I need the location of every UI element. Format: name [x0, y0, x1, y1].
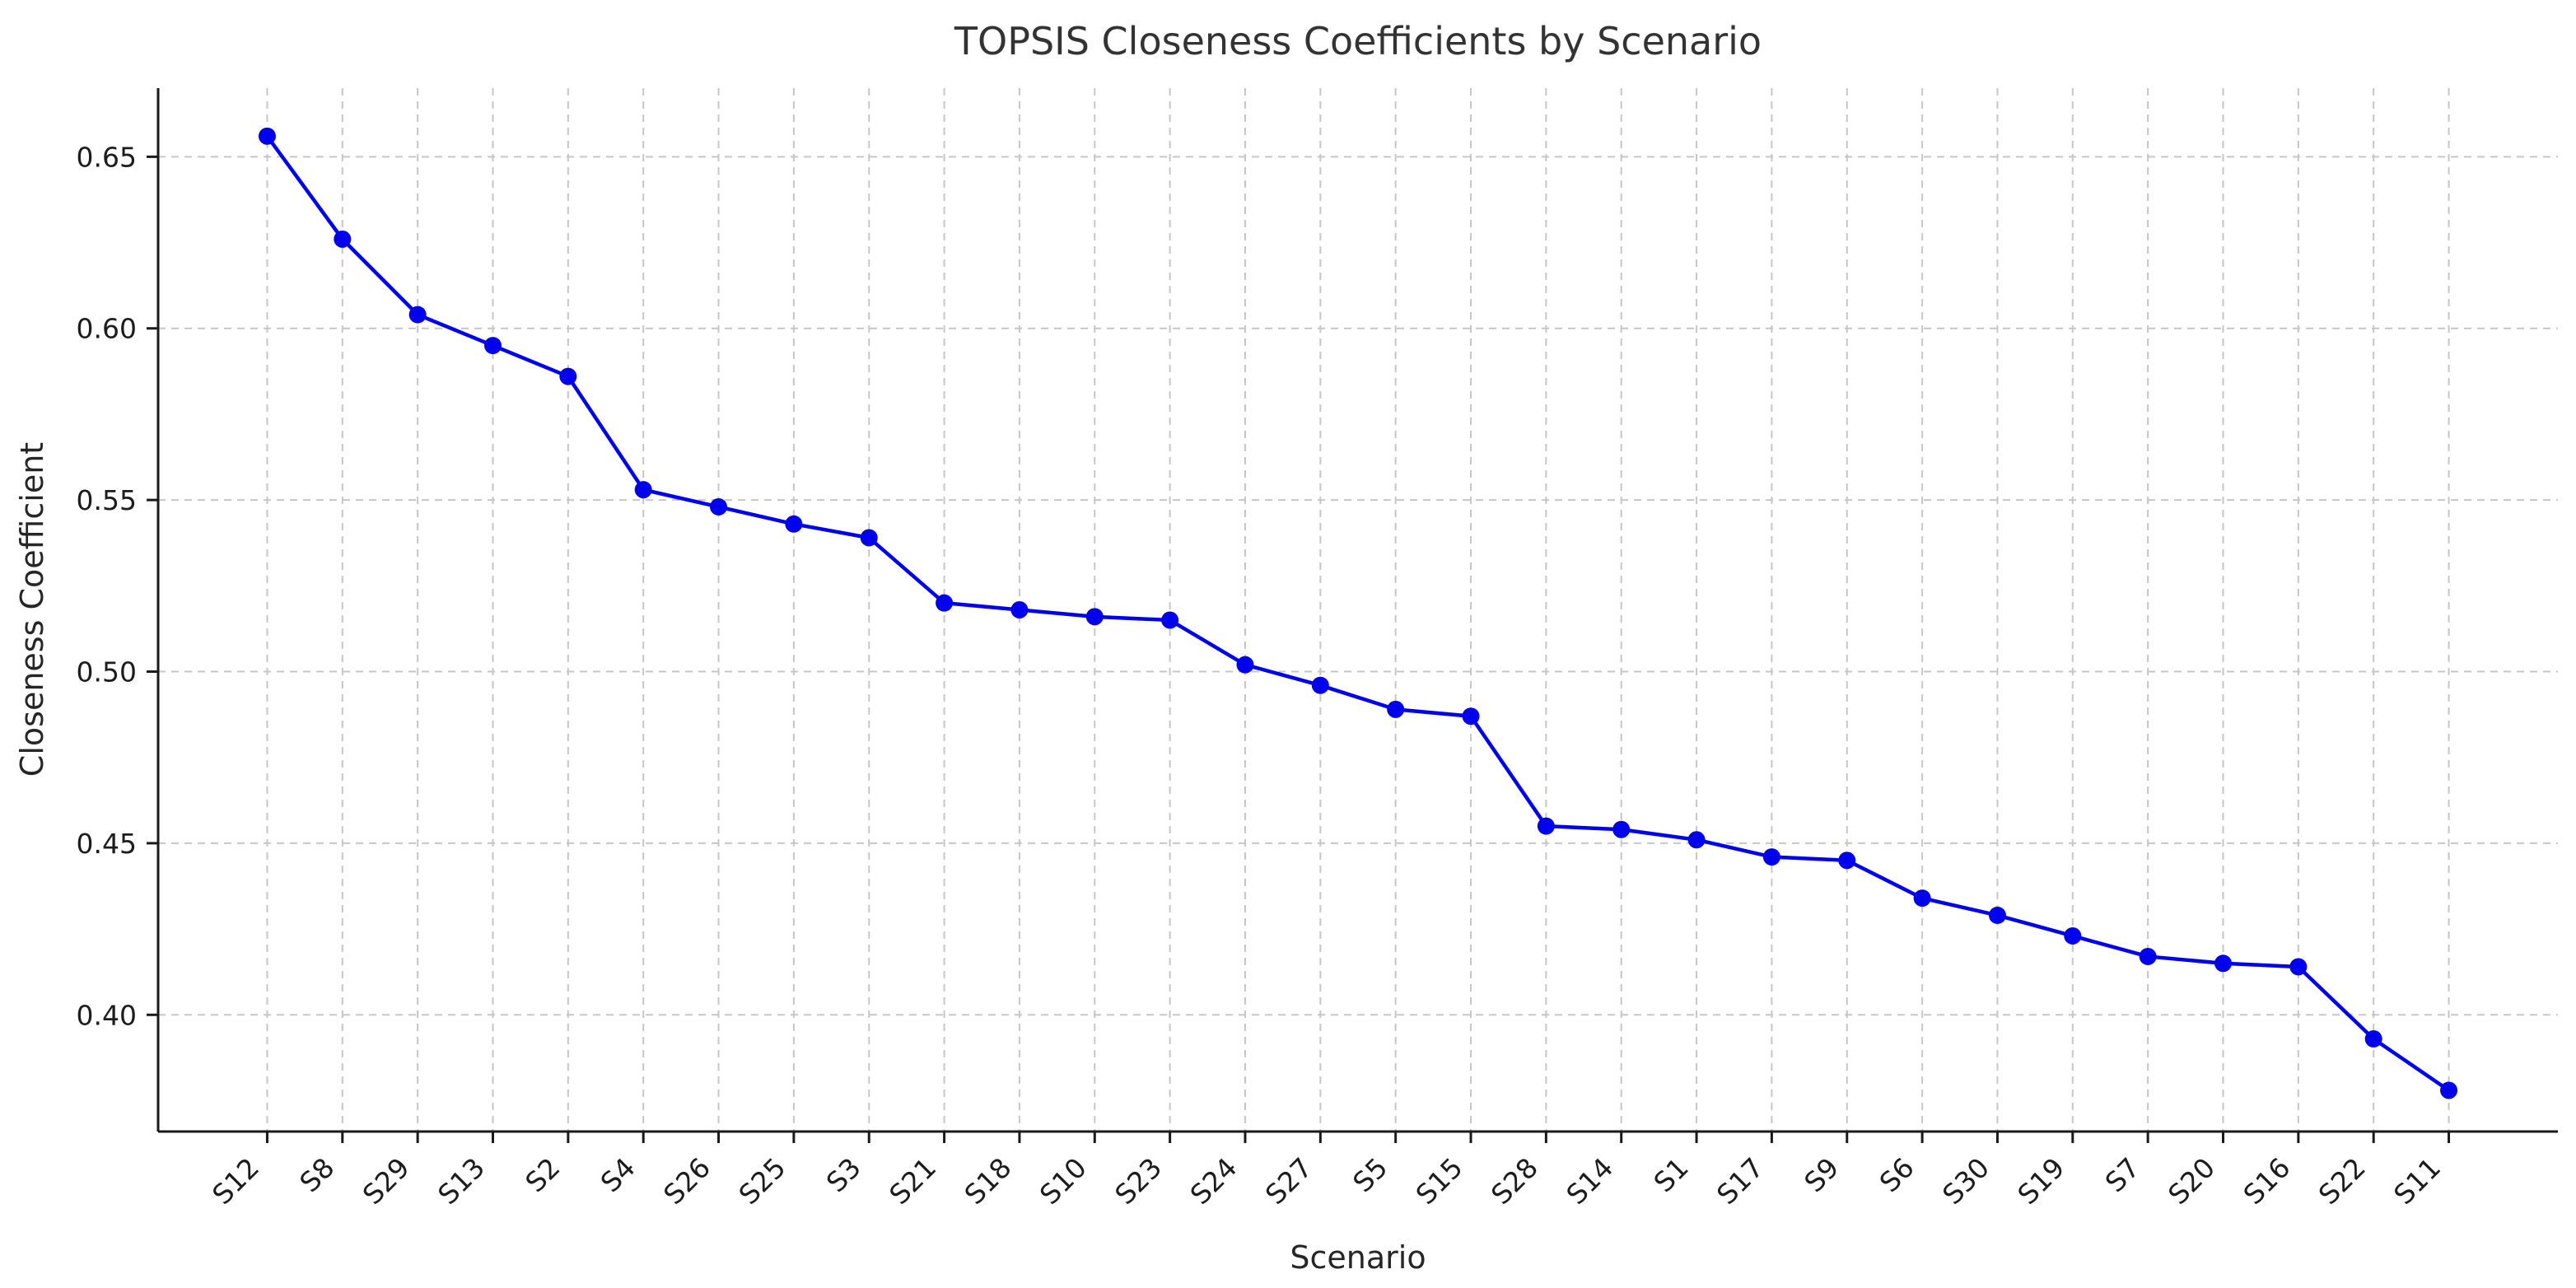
x-tick-label-S6: S6: [1874, 1151, 1920, 1198]
x-tick-label-S21: S21: [883, 1151, 942, 1211]
data-point-S5: [1387, 700, 1405, 718]
x-tick-label-S9: S9: [1798, 1151, 1845, 1198]
data-series: [258, 127, 2458, 1099]
data-point-S27: [1311, 676, 1329, 694]
data-point-S16: [2289, 958, 2308, 976]
x-tick-label-S20: S20: [2162, 1151, 2221, 1211]
x-tick-label-S17: S17: [1710, 1151, 1770, 1211]
data-point-S17: [1762, 848, 1780, 866]
closeness-coefficient-line: [265, 134, 2451, 1093]
x-tick-label-S11: S11: [2387, 1151, 2447, 1211]
data-point-S7: [2139, 947, 2157, 965]
data-point-S25: [785, 515, 803, 533]
x-tick-label-S12: S12: [206, 1151, 265, 1211]
data-point-S11: [2440, 1081, 2458, 1099]
x-tick-label-S14: S14: [1560, 1151, 1619, 1211]
y-tick-label-0.55: 0.55: [77, 484, 137, 516]
y-axis-label: Closeness Coefficient: [14, 442, 50, 777]
axes: [147, 88, 2558, 1143]
data-point-S29: [408, 306, 427, 324]
y-tick-label-0.60: 0.60: [77, 313, 137, 345]
x-axis-label: Scenario: [1290, 1239, 1426, 1276]
data-point-S2: [559, 367, 577, 385]
x-tick-label-S15: S15: [1410, 1151, 1469, 1211]
x-tick-label-S18: S18: [958, 1151, 1017, 1211]
data-point-S22: [2364, 1029, 2382, 1048]
data-point-S23: [1161, 611, 1179, 629]
x-tick-label-S16: S16: [2237, 1151, 2296, 1211]
data-point-S4: [634, 481, 652, 499]
data-point-S20: [2214, 954, 2233, 973]
x-tick-label-S29: S29: [357, 1151, 416, 1211]
data-point-S24: [1236, 656, 1254, 674]
data-point-S13: [483, 337, 502, 355]
x-tick-label-S2: S2: [519, 1151, 566, 1198]
data-point-S9: [1838, 852, 1856, 870]
x-tick-label-S22: S22: [2312, 1151, 2372, 1211]
tick-labels: 0.40 0.45 0.50 0.55 0.60 0.65 S12 S8 S29 S13 S2 S4 S…: [77, 141, 2448, 1211]
data-point-S26: [710, 497, 728, 516]
data-point-S1: [1687, 831, 1706, 849]
chart-title: TOPSIS Closeness Coefficients by Scenari…: [954, 19, 1762, 63]
x-tick-label-S7: S7: [2099, 1151, 2146, 1198]
x-tick-label-S4: S4: [595, 1151, 642, 1198]
x-tick-label-S30: S30: [1936, 1151, 1995, 1211]
data-point-S18: [1010, 601, 1029, 618]
data-point-S10: [1085, 608, 1104, 626]
data-point-S30: [1988, 906, 2006, 924]
x-tick-label-S26: S26: [657, 1151, 716, 1211]
y-tick-label-0.40: 0.40: [77, 999, 137, 1031]
x-tick-label-S28: S28: [1485, 1151, 1544, 1211]
data-point-S6: [1913, 889, 1931, 908]
y-tick-label-0.45: 0.45: [77, 828, 137, 860]
x-tick-label-S1: S1: [1647, 1151, 1694, 1198]
data-point-S14: [1612, 820, 1631, 838]
x-tick-label-S24: S24: [1184, 1151, 1244, 1211]
data-point-S8: [334, 230, 352, 248]
data-point-S28: [1537, 817, 1555, 835]
data-point-S15: [1462, 707, 1480, 726]
x-tick-label-S23: S23: [1108, 1151, 1168, 1211]
y-tick-label-0.65: 0.65: [77, 141, 137, 173]
x-tick-label-S10: S10: [1034, 1151, 1093, 1211]
gridlines: [158, 88, 2558, 1132]
x-tick-label-S8: S8: [293, 1151, 340, 1198]
x-tick-label-S5: S5: [1346, 1151, 1393, 1198]
data-point-S19: [2064, 926, 2082, 945]
x-tick-label-S27: S27: [1259, 1151, 1318, 1211]
x-tick-label-S13: S13: [432, 1151, 491, 1211]
data-point-S12: [258, 127, 276, 145]
data-point-S21: [936, 594, 954, 612]
x-tick-label-S25: S25: [732, 1151, 791, 1211]
y-tick-label-0.50: 0.50: [77, 656, 137, 688]
data-point-S3: [860, 529, 878, 547]
x-tick-label-S3: S3: [820, 1151, 867, 1198]
x-tick-label-S19: S19: [2011, 1151, 2070, 1211]
